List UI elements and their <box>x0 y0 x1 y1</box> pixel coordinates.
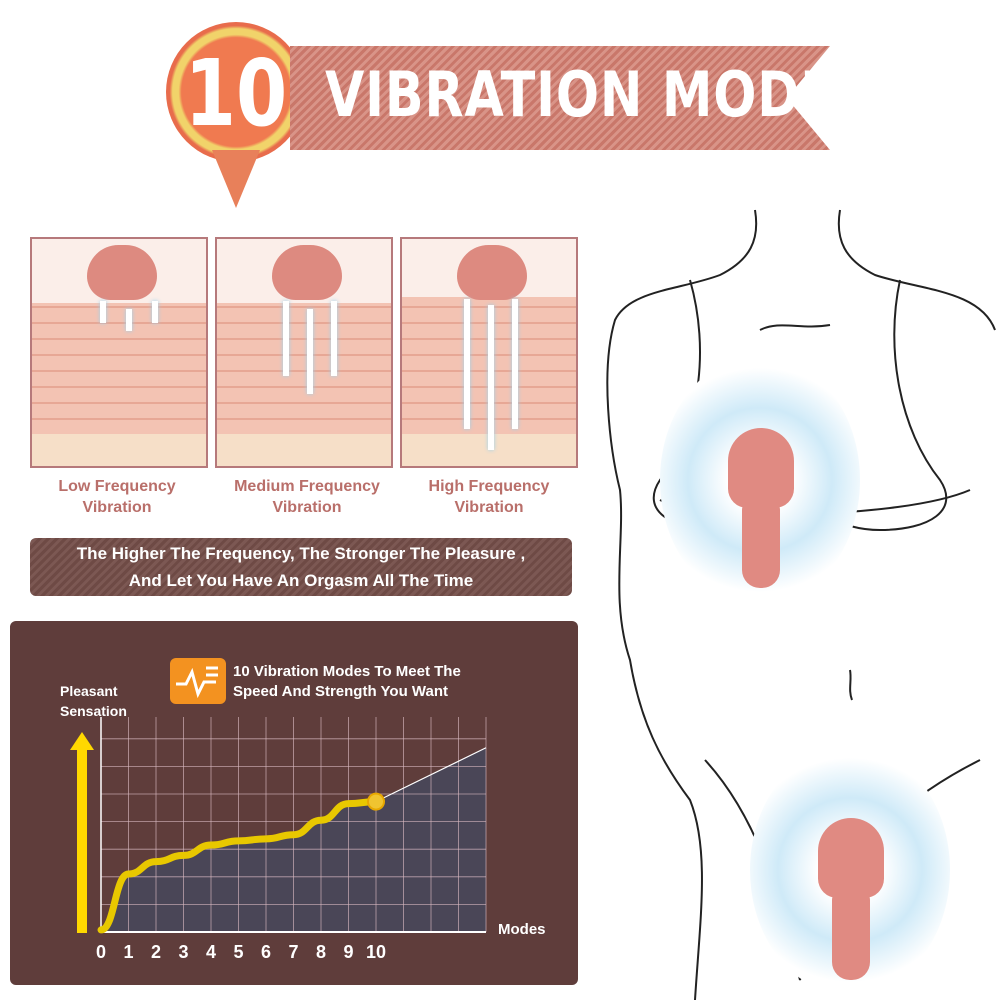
x-tick-label: 5 <box>233 942 243 962</box>
y-arrow-shaft <box>77 748 87 933</box>
y-arrow-head <box>70 732 94 750</box>
panel-label-low: Low Frequency Vibration <box>58 478 176 516</box>
device-image <box>728 428 794 508</box>
badge-circle <box>166 22 306 162</box>
panel-high <box>400 237 578 468</box>
x-tick-label: 6 <box>261 942 271 962</box>
x-tick-label: 4 <box>206 942 216 962</box>
x-tick-label: 2 <box>151 942 161 962</box>
panel-medium <box>215 237 393 468</box>
data-point <box>347 802 350 805</box>
data-point <box>155 860 157 863</box>
data-point <box>320 819 322 822</box>
panel-label-high: High Frequency Vibration <box>428 478 550 516</box>
panel-label-medium: Medium Frequency Vibration <box>234 478 380 516</box>
data-point <box>265 837 267 840</box>
slogan-banner: The Higher The Frequency, The Stronger T… <box>30 538 572 596</box>
pulse-icon <box>170 658 226 704</box>
device-handle <box>742 500 780 588</box>
data-point <box>210 844 212 847</box>
x-tick-label: 10 <box>366 942 386 962</box>
x-tick-label: 0 <box>96 942 106 962</box>
device-image <box>818 818 884 898</box>
badge-number: 10 <box>184 40 288 147</box>
x-tick-label: 9 <box>343 942 353 962</box>
device-handle <box>832 890 870 980</box>
x-tick-label: 7 <box>288 942 298 962</box>
data-point <box>182 854 185 857</box>
panel-low <box>30 237 208 468</box>
data-point <box>237 839 240 842</box>
badge-pin-tip <box>212 150 260 208</box>
device-image <box>87 245 157 300</box>
data-point <box>100 928 102 931</box>
device-image <box>272 245 342 300</box>
x-tick-label: 3 <box>178 942 188 962</box>
chart-title: 10 Vibration Modes To Meet The Speed And … <box>233 663 461 700</box>
page-title: VIBRATION MODES <box>325 58 874 131</box>
x-tick-label: 1 <box>123 942 133 962</box>
title-ribbon <box>290 46 830 150</box>
x-tick-label: 8 <box>316 942 326 962</box>
end-marker <box>367 792 385 811</box>
device-image <box>457 245 527 300</box>
data-point <box>292 833 295 836</box>
y-axis-label: Pleasant Sensation <box>60 683 127 719</box>
extension-line <box>375 747 487 803</box>
data-point <box>127 873 130 876</box>
x-axis-label: Modes <box>498 921 546 938</box>
